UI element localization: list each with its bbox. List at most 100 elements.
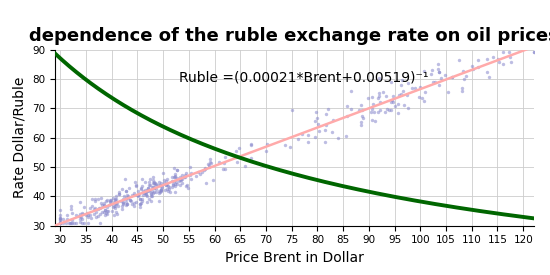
Point <box>381 94 390 98</box>
Point <box>111 194 120 198</box>
Point <box>58 220 67 225</box>
Point <box>387 108 395 112</box>
Point <box>56 220 64 225</box>
Point <box>133 193 142 198</box>
Point <box>231 148 240 153</box>
Point <box>125 198 134 203</box>
Point <box>151 182 160 187</box>
Point <box>112 200 121 205</box>
Point <box>356 119 365 124</box>
Point <box>157 188 166 192</box>
Point <box>149 191 158 196</box>
Point <box>493 57 502 61</box>
Point <box>160 178 169 183</box>
Point <box>397 91 406 96</box>
Point <box>474 58 483 62</box>
Point <box>149 180 158 185</box>
Point <box>94 207 103 211</box>
Point <box>434 70 443 75</box>
Point <box>433 62 442 66</box>
Point <box>173 168 182 173</box>
Point <box>68 218 76 222</box>
Point <box>94 214 102 218</box>
Point <box>419 99 428 103</box>
Point <box>122 196 131 200</box>
Point <box>100 210 109 214</box>
Point <box>507 59 515 64</box>
Point <box>162 183 170 187</box>
Point <box>485 75 493 79</box>
Point <box>130 192 139 197</box>
Point <box>395 93 404 97</box>
Point <box>64 220 73 225</box>
Point <box>152 189 161 194</box>
Point <box>152 187 161 191</box>
Point <box>160 181 168 185</box>
Point <box>179 175 188 180</box>
Point <box>118 186 127 191</box>
Point <box>161 183 170 188</box>
Point <box>115 190 124 194</box>
Point <box>76 214 85 219</box>
Point <box>107 198 116 202</box>
Point <box>194 170 202 175</box>
Point <box>100 203 108 208</box>
Point <box>201 167 210 171</box>
Point <box>76 211 85 216</box>
Point <box>246 143 255 147</box>
Point <box>128 193 136 197</box>
Point <box>155 180 164 184</box>
Point <box>156 189 164 194</box>
Point <box>135 192 144 197</box>
Point <box>75 214 84 218</box>
Point <box>214 160 223 164</box>
Point <box>128 202 136 206</box>
Point <box>434 83 443 88</box>
Point <box>111 197 119 202</box>
Point <box>150 181 159 185</box>
Point <box>399 103 408 108</box>
Point <box>119 200 128 204</box>
Point <box>123 192 131 197</box>
Point <box>105 199 114 203</box>
Point <box>387 100 395 104</box>
Point <box>315 129 323 134</box>
Point <box>159 170 168 175</box>
Point <box>164 187 173 191</box>
Point <box>79 212 87 216</box>
Point <box>109 205 118 209</box>
Point <box>356 123 365 127</box>
Point <box>236 155 245 159</box>
Point <box>155 199 163 203</box>
Point <box>87 216 96 220</box>
Point <box>56 213 64 217</box>
Point <box>495 60 504 65</box>
Point <box>373 110 382 114</box>
Point <box>427 72 436 77</box>
Point <box>460 76 469 81</box>
Point <box>145 197 154 201</box>
Point <box>187 170 196 175</box>
Point <box>102 197 111 202</box>
Point <box>123 201 131 206</box>
X-axis label: Price Brent in Dollar: Price Brent in Dollar <box>225 251 364 265</box>
Point <box>113 204 122 208</box>
Point <box>321 128 329 132</box>
Point <box>168 175 177 179</box>
Point <box>313 116 322 121</box>
Point <box>427 68 436 72</box>
Point <box>181 173 190 177</box>
Point <box>420 68 428 73</box>
Point <box>388 93 397 98</box>
Point <box>483 57 492 62</box>
Point <box>172 182 181 186</box>
Point <box>375 90 384 95</box>
Point <box>389 100 398 104</box>
Point <box>246 142 255 147</box>
Point <box>150 190 158 195</box>
Point <box>101 208 109 212</box>
Point <box>56 216 64 220</box>
Point <box>91 197 100 201</box>
Point <box>346 89 355 94</box>
Point <box>178 181 187 185</box>
